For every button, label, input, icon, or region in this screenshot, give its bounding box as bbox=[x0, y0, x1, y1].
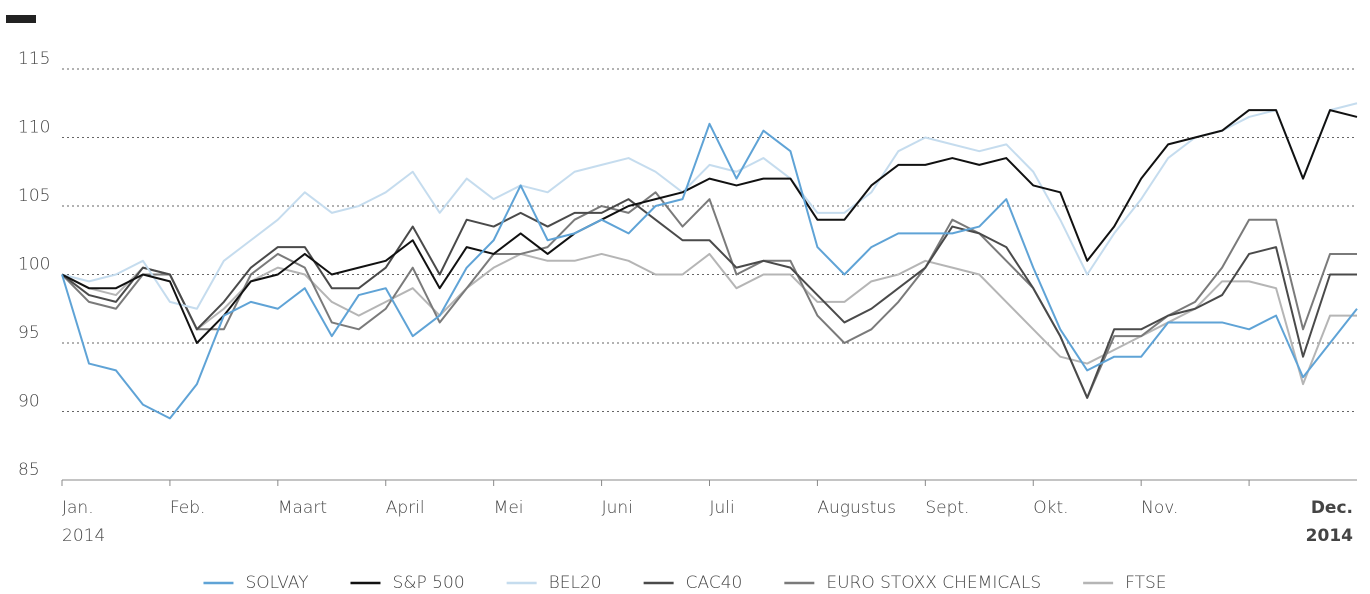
legend: SOLVAY S&P 500 BEL20 CAC40 EURO STOXX CHEMIC… bbox=[203, 573, 1167, 593]
legend-label: FTSE bbox=[1125, 573, 1166, 593]
x-tick-label: Nov. bbox=[1141, 498, 1178, 518]
legend-label: S&P 500 bbox=[392, 573, 464, 593]
y-tick-label: 115 bbox=[18, 49, 50, 69]
x-tick-label: Mei bbox=[494, 498, 524, 518]
x-tick-label: Juni bbox=[602, 498, 633, 518]
x-year-label: 2014 bbox=[1306, 526, 1353, 546]
x-tick-label: Augustus bbox=[817, 498, 896, 518]
y-tick-label: 90 bbox=[18, 392, 40, 412]
x-tick-label: April bbox=[386, 498, 425, 518]
x-tick-label: Dec. bbox=[1311, 498, 1353, 518]
legend-label: CAC40 bbox=[686, 573, 743, 593]
series-line bbox=[61, 109, 1358, 344]
series-line bbox=[61, 191, 1357, 399]
series-line bbox=[61, 122, 1358, 420]
x-tick-label: Juli bbox=[710, 498, 735, 518]
y-tick-label: 95 bbox=[18, 323, 40, 343]
corner-marker bbox=[6, 15, 36, 23]
series-line bbox=[61, 102, 1358, 310]
x-tick-label: Jan. bbox=[62, 498, 94, 518]
y-tick-label: 85 bbox=[18, 460, 40, 480]
x-tick-label: Sept. bbox=[925, 498, 969, 518]
y-tick-label: 100 bbox=[18, 255, 50, 275]
legend-label: SOLVAY bbox=[245, 573, 308, 593]
legend-label: EURO STOXX CHEMICALS bbox=[826, 573, 1041, 593]
y-tick-label: 110 bbox=[18, 118, 50, 138]
legend-label: BEL20 bbox=[549, 573, 602, 593]
x-tick-label: Okt. bbox=[1033, 498, 1068, 518]
x-year-label: 2014 bbox=[62, 526, 105, 546]
x-tick-label: Feb. bbox=[170, 498, 206, 518]
series-line bbox=[61, 198, 1357, 399]
x-tick-label: Maart bbox=[278, 498, 327, 518]
y-tick-label: 105 bbox=[18, 186, 50, 206]
